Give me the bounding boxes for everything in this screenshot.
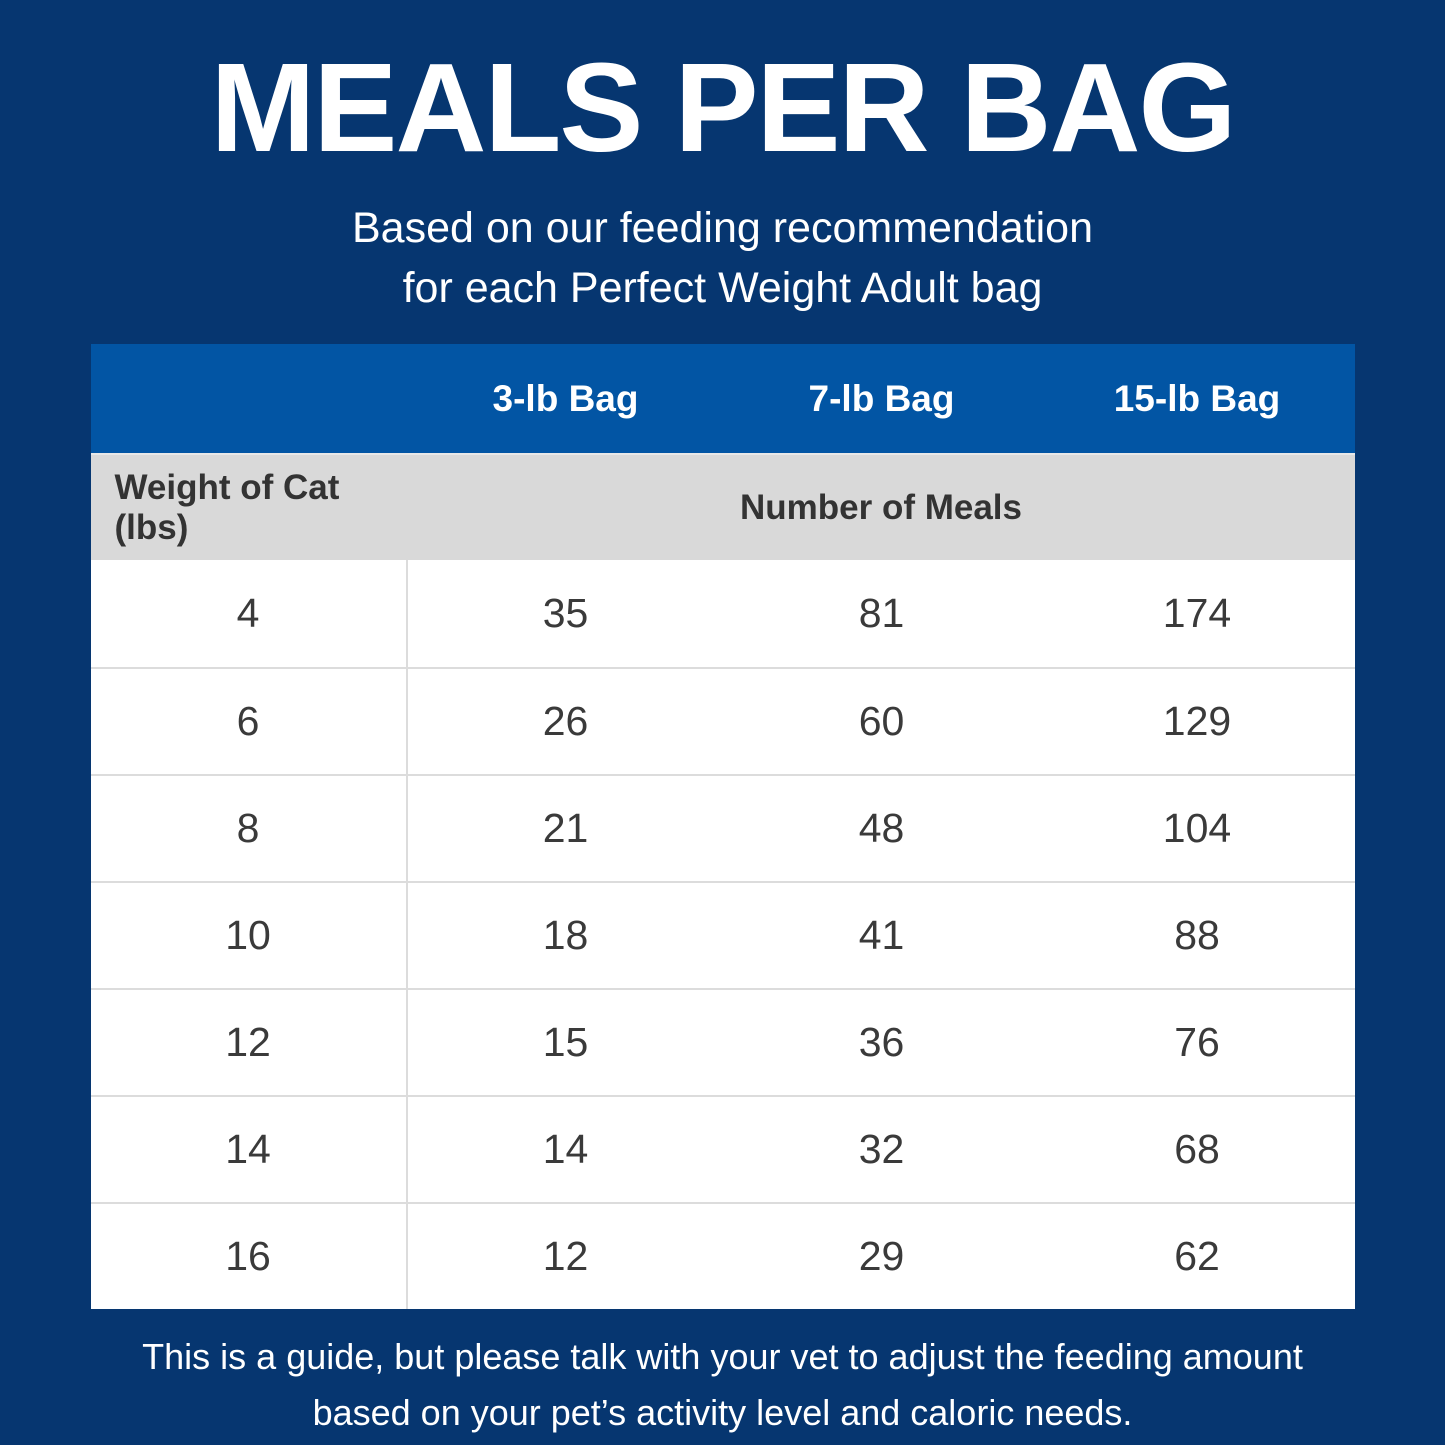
meals-per-bag-table: 3-lb Bag 7-lb Bag 15-lb Bag Weight of Ca…: [90, 344, 1355, 1310]
cell-3lb-meals: 21: [542, 805, 589, 852]
bag-header-3lb: 3-lb Bag: [492, 377, 639, 419]
page-subtitle: Based on our feeding recommendation for …: [0, 198, 1445, 318]
cell-weight: 16: [91, 1204, 408, 1310]
table-row: 14 14 32 68: [90, 1095, 1355, 1203]
weight-of-cat-label: Weight of Cat (lbs): [114, 467, 340, 547]
cell-7lb-meals: 29: [858, 1233, 905, 1280]
page-title: MEALS PER BAG: [210, 37, 1236, 178]
cell-15lb-meals: 68: [1174, 1126, 1220, 1173]
cell-15lb-meals: 76: [1174, 1019, 1220, 1066]
cell-7lb-meals: 81: [858, 590, 905, 637]
table-row: 10 18 41 88: [90, 881, 1355, 989]
cell-weight: 14: [91, 1097, 408, 1203]
table-subheader-row: Weight of Cat (lbs) Number of Meals: [90, 453, 1355, 561]
table-body: 4 35 81 174 6 26 60 129 8 21 48 104 10 1…: [90, 560, 1355, 1310]
cell-7lb-meals: 48: [858, 805, 905, 852]
cell-15lb-meals: 62: [1174, 1233, 1220, 1280]
bag-header-spacer: [91, 344, 408, 453]
cell-3lb-meals: 18: [542, 912, 589, 959]
cell-3lb-meals: 12: [542, 1233, 589, 1280]
cell-7lb-meals: 60: [858, 698, 905, 745]
cell-weight: 6: [91, 669, 408, 775]
table-row: 16 12 29 62: [90, 1202, 1355, 1310]
cell-15lb-meals: 88: [1174, 912, 1220, 959]
cell-15lb-meals: 129: [1162, 698, 1232, 745]
bag-size-header-row: 3-lb Bag 7-lb Bag 15-lb Bag: [90, 344, 1355, 454]
subtitle-line-1: Based on our feeding recommendation: [351, 204, 1094, 253]
subtitle-line-2: for each Perfect Weight Adult bag: [402, 264, 1043, 313]
table-row: 8 21 48 104: [90, 774, 1355, 882]
footer-disclaimer: This is a guide, but please talk with yo…: [0, 1329, 1445, 1441]
cell-weight: 4: [91, 560, 408, 668]
table-row: 4 35 81 174: [90, 560, 1355, 668]
cell-15lb-meals: 104: [1162, 805, 1232, 852]
cell-3lb-meals: 35: [542, 590, 589, 637]
cell-weight: 8: [91, 776, 408, 882]
cell-3lb-meals: 15: [542, 1019, 589, 1066]
cell-3lb-meals: 14: [542, 1126, 589, 1173]
bag-header-7lb: 7-lb Bag: [808, 377, 955, 419]
cell-7lb-meals: 32: [858, 1126, 905, 1173]
footer-line-2: based on your pet’s activity level and c…: [312, 1392, 1133, 1434]
table-row: 12 15 36 76: [90, 988, 1355, 1096]
cell-3lb-meals: 26: [542, 698, 589, 745]
bag-header-15lb: 15-lb Bag: [1113, 377, 1281, 419]
cell-weight: 12: [91, 990, 408, 1096]
number-of-meals-label: Number of Meals: [740, 487, 1022, 527]
cell-15lb-meals: 174: [1162, 590, 1232, 637]
footer-line-1: This is a guide, but please talk with yo…: [142, 1336, 1303, 1378]
cell-7lb-meals: 41: [858, 912, 905, 959]
table-row: 6 26 60 129: [90, 667, 1355, 775]
cell-7lb-meals: 36: [858, 1019, 905, 1066]
cell-weight: 10: [91, 883, 408, 989]
